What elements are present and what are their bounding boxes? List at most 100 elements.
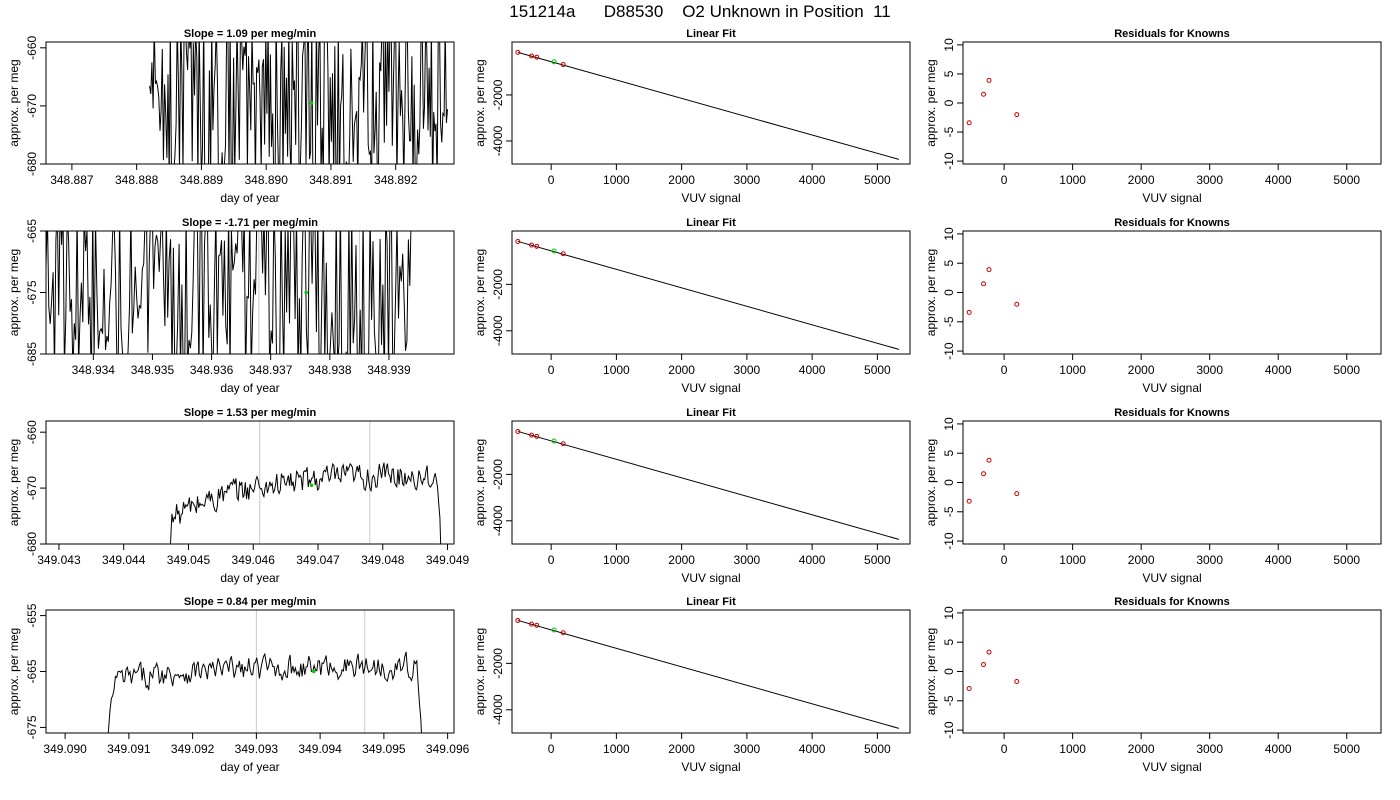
panel-fit1: Linear Fit 0 1000 2000 3000 4000 5000 -4000 -200… bbox=[473, 28, 911, 205]
x-tick-label: 4000 bbox=[799, 173, 826, 187]
unknown-point bbox=[551, 627, 557, 633]
y-axis-label: approx. per meg bbox=[7, 59, 21, 146]
known-point bbox=[534, 622, 540, 628]
residual-point bbox=[981, 91, 987, 97]
known-point bbox=[534, 243, 540, 249]
known-point bbox=[560, 441, 566, 447]
plot-area bbox=[149, 42, 448, 164]
y-tick-label: -2000 bbox=[491, 269, 505, 300]
y-tick-label: -2000 bbox=[491, 648, 505, 679]
y-tick-label: -10 bbox=[942, 152, 956, 170]
x-axis-label: day of year bbox=[220, 381, 279, 395]
plot-area bbox=[46, 231, 412, 354]
x-axis-label: VUV signal bbox=[681, 760, 740, 774]
x-tick-label: 1000 bbox=[1059, 553, 1086, 567]
known-point bbox=[529, 621, 535, 627]
y-axis-label: approx. per meg bbox=[924, 59, 938, 146]
x-tick-label: 348.892 bbox=[374, 173, 418, 187]
panel-fit3: Linear Fit 0 1000 2000 3000 4000 5000 -4000 -200… bbox=[473, 407, 911, 585]
data-trace bbox=[169, 462, 442, 544]
y-tick-label: -10 bbox=[942, 532, 956, 550]
known-point bbox=[515, 428, 521, 434]
y-tick-label: 5 bbox=[942, 260, 956, 267]
x-tick-label: 349.094 bbox=[298, 742, 342, 756]
x-tick-label: 5000 bbox=[1333, 173, 1360, 187]
panel-title: Linear Fit bbox=[686, 407, 736, 419]
panel-title: Linear Fit bbox=[686, 596, 736, 608]
plot-area bbox=[966, 267, 1020, 315]
x-tick-label: 348.936 bbox=[190, 363, 234, 377]
panel-res2: Residuals for Knowns 0 1000 2000 3000 4000 500… bbox=[924, 217, 1382, 395]
plot-frame bbox=[45, 420, 455, 545]
y-tick-label: -10 bbox=[942, 721, 956, 739]
residual-point bbox=[986, 457, 992, 463]
y-tick-label: 0 bbox=[942, 668, 956, 675]
y-tick-label: -4000 bbox=[491, 694, 505, 725]
residual-point bbox=[986, 267, 992, 273]
x-tick-label: 0 bbox=[548, 173, 555, 187]
x-tick-label: 348.888 bbox=[115, 173, 159, 187]
panel-title: Residuals for Knowns bbox=[1114, 28, 1230, 40]
x-tick-label: 349.090 bbox=[43, 742, 87, 756]
y-tick-label: -5 bbox=[942, 316, 956, 327]
fit-line bbox=[517, 240, 900, 350]
x-tick-label: 3000 bbox=[1196, 173, 1223, 187]
x-tick-label: 348.937 bbox=[249, 363, 293, 377]
y-tick-label: -2000 bbox=[491, 79, 505, 110]
residual-point bbox=[966, 309, 972, 315]
x-tick-label: 3000 bbox=[1196, 363, 1223, 377]
known-point bbox=[529, 242, 535, 248]
y-tick-label: 0 bbox=[942, 289, 956, 296]
plot-frame bbox=[511, 420, 911, 545]
x-tick-label: 1000 bbox=[603, 553, 630, 567]
y-axis-label: approx. per meg bbox=[924, 249, 938, 336]
panel-title: Linear Fit bbox=[686, 28, 736, 40]
residual-point bbox=[986, 649, 992, 655]
x-tick-label: 4000 bbox=[1265, 363, 1292, 377]
x-tick-label: 2000 bbox=[1128, 173, 1155, 187]
y-tick-label: -5 bbox=[942, 695, 956, 706]
x-tick-label: 4000 bbox=[799, 553, 826, 567]
x-tick-label: 0 bbox=[548, 363, 555, 377]
panel-title: Residuals for Knowns bbox=[1114, 217, 1230, 229]
x-tick-label: 349.048 bbox=[361, 553, 405, 567]
x-tick-label: 2000 bbox=[668, 363, 695, 377]
x-axis-label: VUV signal bbox=[681, 381, 740, 395]
plot-area bbox=[515, 238, 900, 350]
y-axis-label: approx. per meg bbox=[473, 249, 487, 336]
known-point bbox=[560, 251, 566, 257]
known-point bbox=[534, 54, 540, 60]
panel-title: Residuals for Knowns bbox=[1114, 596, 1230, 608]
x-tick-label: 3000 bbox=[1196, 553, 1223, 567]
fit-line bbox=[517, 51, 900, 160]
y-axis-label: approx. per meg bbox=[473, 628, 487, 715]
x-tick-label: 4000 bbox=[799, 363, 826, 377]
x-tick-label: 0 bbox=[1001, 173, 1008, 187]
y-tick-label: -655 bbox=[25, 603, 39, 627]
x-tick-label: 4000 bbox=[1265, 553, 1292, 567]
x-tick-label: 2000 bbox=[1128, 742, 1155, 756]
known-point bbox=[529, 432, 535, 438]
x-tick-label: 0 bbox=[1001, 363, 1008, 377]
x-tick-label: 349.047 bbox=[296, 553, 340, 567]
x-axis-label: VUV signal bbox=[1142, 760, 1201, 774]
x-tick-label: 1000 bbox=[603, 742, 630, 756]
plot-frame bbox=[962, 609, 1382, 734]
y-tick-label: -685 bbox=[25, 342, 39, 366]
plot-frame bbox=[45, 41, 455, 165]
fit-line bbox=[517, 619, 900, 729]
plot-frame bbox=[45, 609, 455, 734]
x-tick-label: 349.092 bbox=[171, 742, 215, 756]
x-tick-label: 1000 bbox=[1059, 173, 1086, 187]
y-tick-label: 10 bbox=[942, 417, 956, 431]
plot-frame bbox=[511, 230, 911, 355]
x-tick-label: 349.045 bbox=[167, 553, 211, 567]
x-tick-label: 349.091 bbox=[107, 742, 151, 756]
x-tick-label: 0 bbox=[548, 553, 555, 567]
plot-area bbox=[515, 428, 900, 540]
x-axis-label: VUV signal bbox=[1142, 571, 1201, 585]
panel-fit4: Linear Fit 0 1000 2000 3000 4000 5000 -4000 -200… bbox=[473, 596, 911, 774]
x-tick-label: 1000 bbox=[603, 363, 630, 377]
x-tick-label: 5000 bbox=[864, 553, 891, 567]
